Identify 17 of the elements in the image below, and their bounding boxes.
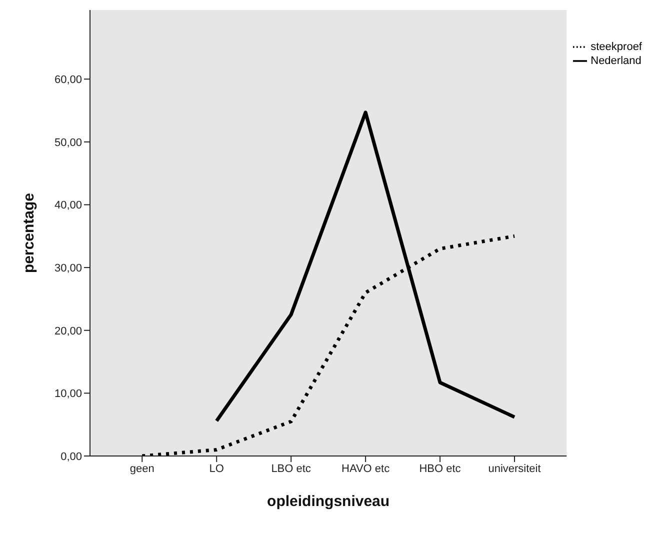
x-tick-label: HAVO etc — [342, 462, 390, 475]
x-tick-label: universiteit — [488, 462, 541, 475]
x-tick-label: HBO etc — [419, 462, 462, 475]
x-tick-label: LO — [209, 462, 224, 475]
y-tick-label: 10,00 — [54, 388, 82, 400]
y-axis-title: percentage — [20, 192, 38, 274]
y-tick-label: 50,00 — [54, 136, 82, 149]
legend-label: steekproef — [590, 40, 642, 53]
x-axis-title: opleidingsniveau — [267, 493, 390, 510]
y-tick-label: 20,00 — [54, 325, 82, 338]
x-tick-label: geen — [130, 462, 154, 475]
legend-label: Nederland — [590, 54, 642, 67]
y-tick-label: 0,00 — [60, 450, 82, 463]
y-tick-label: 40,00 — [54, 200, 82, 212]
y-tick-label: 30,00 — [54, 262, 82, 274]
y-tick-label: 60,00 — [54, 74, 82, 86]
x-tick-label: LBO etc — [271, 462, 312, 475]
